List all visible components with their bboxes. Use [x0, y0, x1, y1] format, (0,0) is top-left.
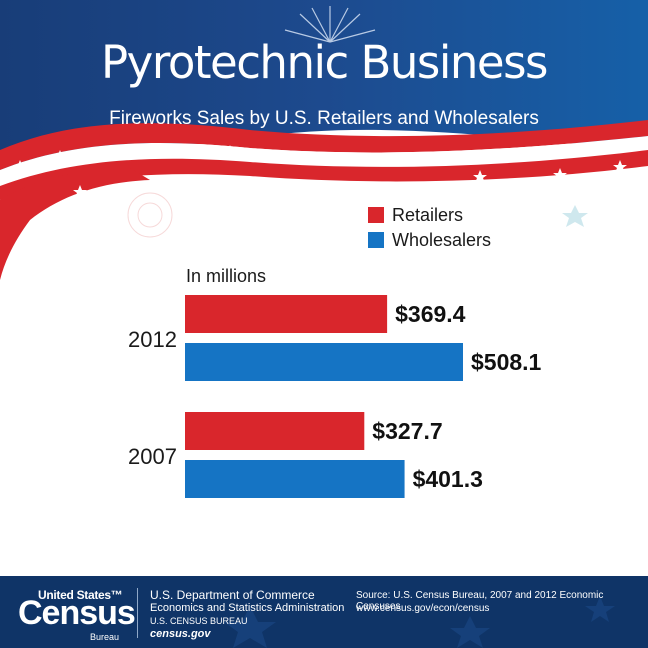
legend-label-wholesalers: Wholesalers — [392, 229, 492, 250]
data-label-retailers-2007: $327.7 — [372, 418, 442, 444]
census-website-link[interactable]: census.gov — [150, 628, 211, 640]
legend-swatch-retailers — [368, 207, 384, 223]
star-icon — [13, 144, 627, 227]
category-label-2012: 2012 — [128, 327, 177, 352]
footer: United States™ Census Bureau U.S. Depart… — [0, 576, 648, 648]
census-logo[interactable]: Census — [18, 594, 136, 632]
agency-line-1: U.S. Department of Commerce — [150, 588, 315, 602]
legend-item-wholesalers: Wholesalers — [368, 229, 491, 251]
header-banner: Pyrotechnic Business Fireworks Sales by … — [0, 0, 648, 280]
data-label-wholesalers-2007: $401.3 — [413, 466, 483, 492]
unit-label: In millions — [186, 266, 267, 286]
data-label-retailers-2012: $369.4 — [395, 301, 466, 327]
star-icon — [562, 205, 588, 227]
category-label-2007: 2007 — [128, 444, 177, 469]
chart-title: Pyrotechnic Business — [101, 36, 548, 89]
bar-wholesalers-2007 — [185, 460, 405, 498]
footer-background — [0, 576, 648, 648]
bar-chart: 2012 $369.4$508.1 2007 $327.7 $401.3 — [128, 295, 542, 498]
bar-wholesalers-2012 — [185, 343, 463, 381]
chart-subtitle: Fireworks Sales by U.S. Retailers and Wh… — [109, 108, 539, 129]
agency-line-2: Economics and Statistics Administration — [150, 602, 345, 614]
bar-retailers-2012 — [185, 295, 388, 333]
background-burst — [127, 192, 173, 238]
source-note: Source: U.S. Census Bureau, 2007 and 201… — [356, 590, 604, 612]
header-background — [0, 0, 648, 280]
bar-retailers-2007 — [185, 412, 365, 450]
data-label-wholesalers-2012: $508.1 — [471, 349, 542, 375]
legend-item-retailers: Retailers — [368, 204, 463, 226]
footer-divider — [137, 588, 138, 638]
census-logo-bureau: Bureau — [90, 632, 120, 642]
legend-label-retailers: Retailers — [392, 204, 464, 225]
census-logo-top: United States™ — [38, 588, 123, 602]
legend-swatch-wholesalers — [368, 232, 384, 248]
firework-burst-icon — [284, 6, 376, 43]
source-url-link[interactable]: www.census.gov/econ/census — [356, 603, 490, 614]
agency-line-3: U.S. CENSUS BUREAU — [150, 616, 248, 626]
